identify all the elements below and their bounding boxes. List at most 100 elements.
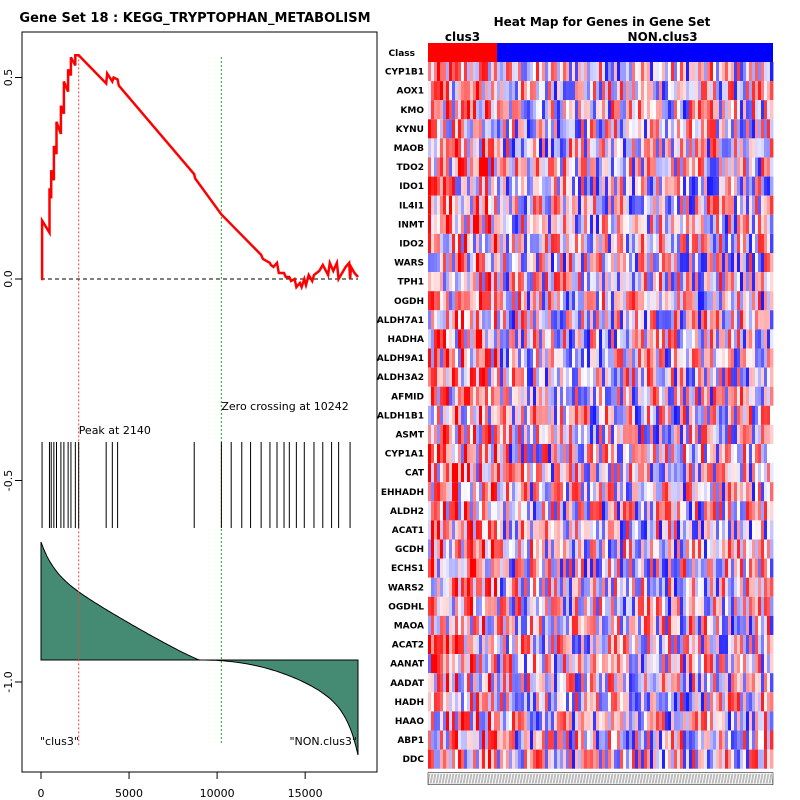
heatmap-cell [602,711,606,731]
heatmap-cell [476,138,480,158]
sample-label-mark [745,773,748,784]
heatmap-cell [722,596,726,616]
sample-label-mark [625,773,628,784]
heatmap-row [428,253,774,273]
heatmap-cell [575,81,579,101]
heatmap-cell [491,482,495,502]
sample-label-mark [501,773,503,784]
heatmap-cell [518,233,522,253]
heatmap-cell [434,329,438,349]
heatmap-cell [728,730,732,750]
heatmap-cell [488,539,492,559]
heatmap-cell [584,749,588,769]
heatmap-cell [560,463,564,483]
heatmap-cell [593,635,597,655]
heatmap-cell [563,635,567,655]
heatmap-cell [710,596,714,616]
heatmap-cell [743,214,747,234]
heatmap-cell [659,615,663,635]
heatmap-cell [581,386,585,406]
heatmap-cell [449,615,453,635]
heatmap-cell [479,195,483,215]
heatmap-cell [587,405,591,425]
heatmap-cell [449,100,453,120]
heatmap-cell [596,749,600,769]
sample-label-mark [622,773,625,784]
heatmap-cell [764,692,768,712]
heatmap-cell [629,424,633,444]
heatmap-cell [500,558,504,578]
heatmap-cell [620,654,624,674]
heatmap-cell [461,596,465,616]
heatmap-cell [716,596,720,616]
heatmap-cell [680,348,684,368]
heatmap-cell [650,596,654,616]
heatmap-cell [590,463,594,483]
sample-label-mark [652,773,655,784]
heatmap-cell [752,233,756,253]
heatmap-cell [434,100,438,120]
heatmap-cell [521,138,525,158]
heatmap-cell [629,176,633,196]
heatmap-cell [758,692,762,712]
heatmap-cell [554,119,558,139]
sample-label-mark [502,773,505,784]
heatmap-cell [737,81,741,101]
heatmap-cell [701,673,705,693]
heatmap-cell [572,157,576,177]
heatmap-cell [740,482,744,502]
heatmap-cell [758,635,762,655]
sample-label-mark [700,773,703,784]
heatmap-cell [623,214,627,234]
heatmap-cell [749,615,753,635]
heatmap-cell [554,386,558,406]
heatmap-row [428,635,774,655]
heatmap-cell [689,711,693,731]
heatmap-cell [632,214,636,234]
sample-label-mark [507,773,509,784]
heatmap-cell [608,577,612,597]
heatmap-cell [533,138,537,158]
heatmap-cell [683,233,687,253]
heatmap-cell [581,329,585,349]
heatmap-cell [710,233,714,253]
heatmap-cell [623,119,627,139]
heatmap-cell [515,501,519,521]
heatmap-cell [560,635,564,655]
heatmap-cell [566,482,570,502]
heatmap-cell [695,291,699,311]
heatmap-cell [551,310,555,330]
heatmap-cell [452,673,456,693]
heatmap-cell [443,615,447,635]
heatmap-cell [473,176,477,196]
heatmap-cell [518,577,522,597]
heatmap-cell [764,157,768,177]
heatmap-cell [449,348,453,368]
heatmap-cell [491,463,495,483]
heatmap-cell [734,176,738,196]
heatmap-cell [662,692,666,712]
heatmap-cell [509,444,513,464]
heatmap-cell [476,711,480,731]
heatmap-cell [593,367,597,387]
heatmap-cell [539,615,543,635]
heatmap-cell [533,424,537,444]
heatmap-cell [449,463,453,483]
heatmap-cell [764,424,768,444]
heatmap-cell [761,501,765,521]
heatmap-cell [491,520,495,540]
heatmap-cell [641,520,645,540]
heatmap-cell [458,272,462,292]
heatmap-cell [647,730,651,750]
heatmap-cell [713,119,717,139]
heatmap-cell [428,577,432,597]
heatmap-cell [536,138,540,158]
heatmap-cell [746,233,750,253]
heatmap-cell [431,711,435,731]
heatmap-cell [596,711,600,731]
heatmap-cell [551,195,555,215]
heatmap-cell [656,463,660,483]
heatmap-cell [443,520,447,540]
heatmap-cell [707,501,711,521]
heatmap-cell [716,157,720,177]
